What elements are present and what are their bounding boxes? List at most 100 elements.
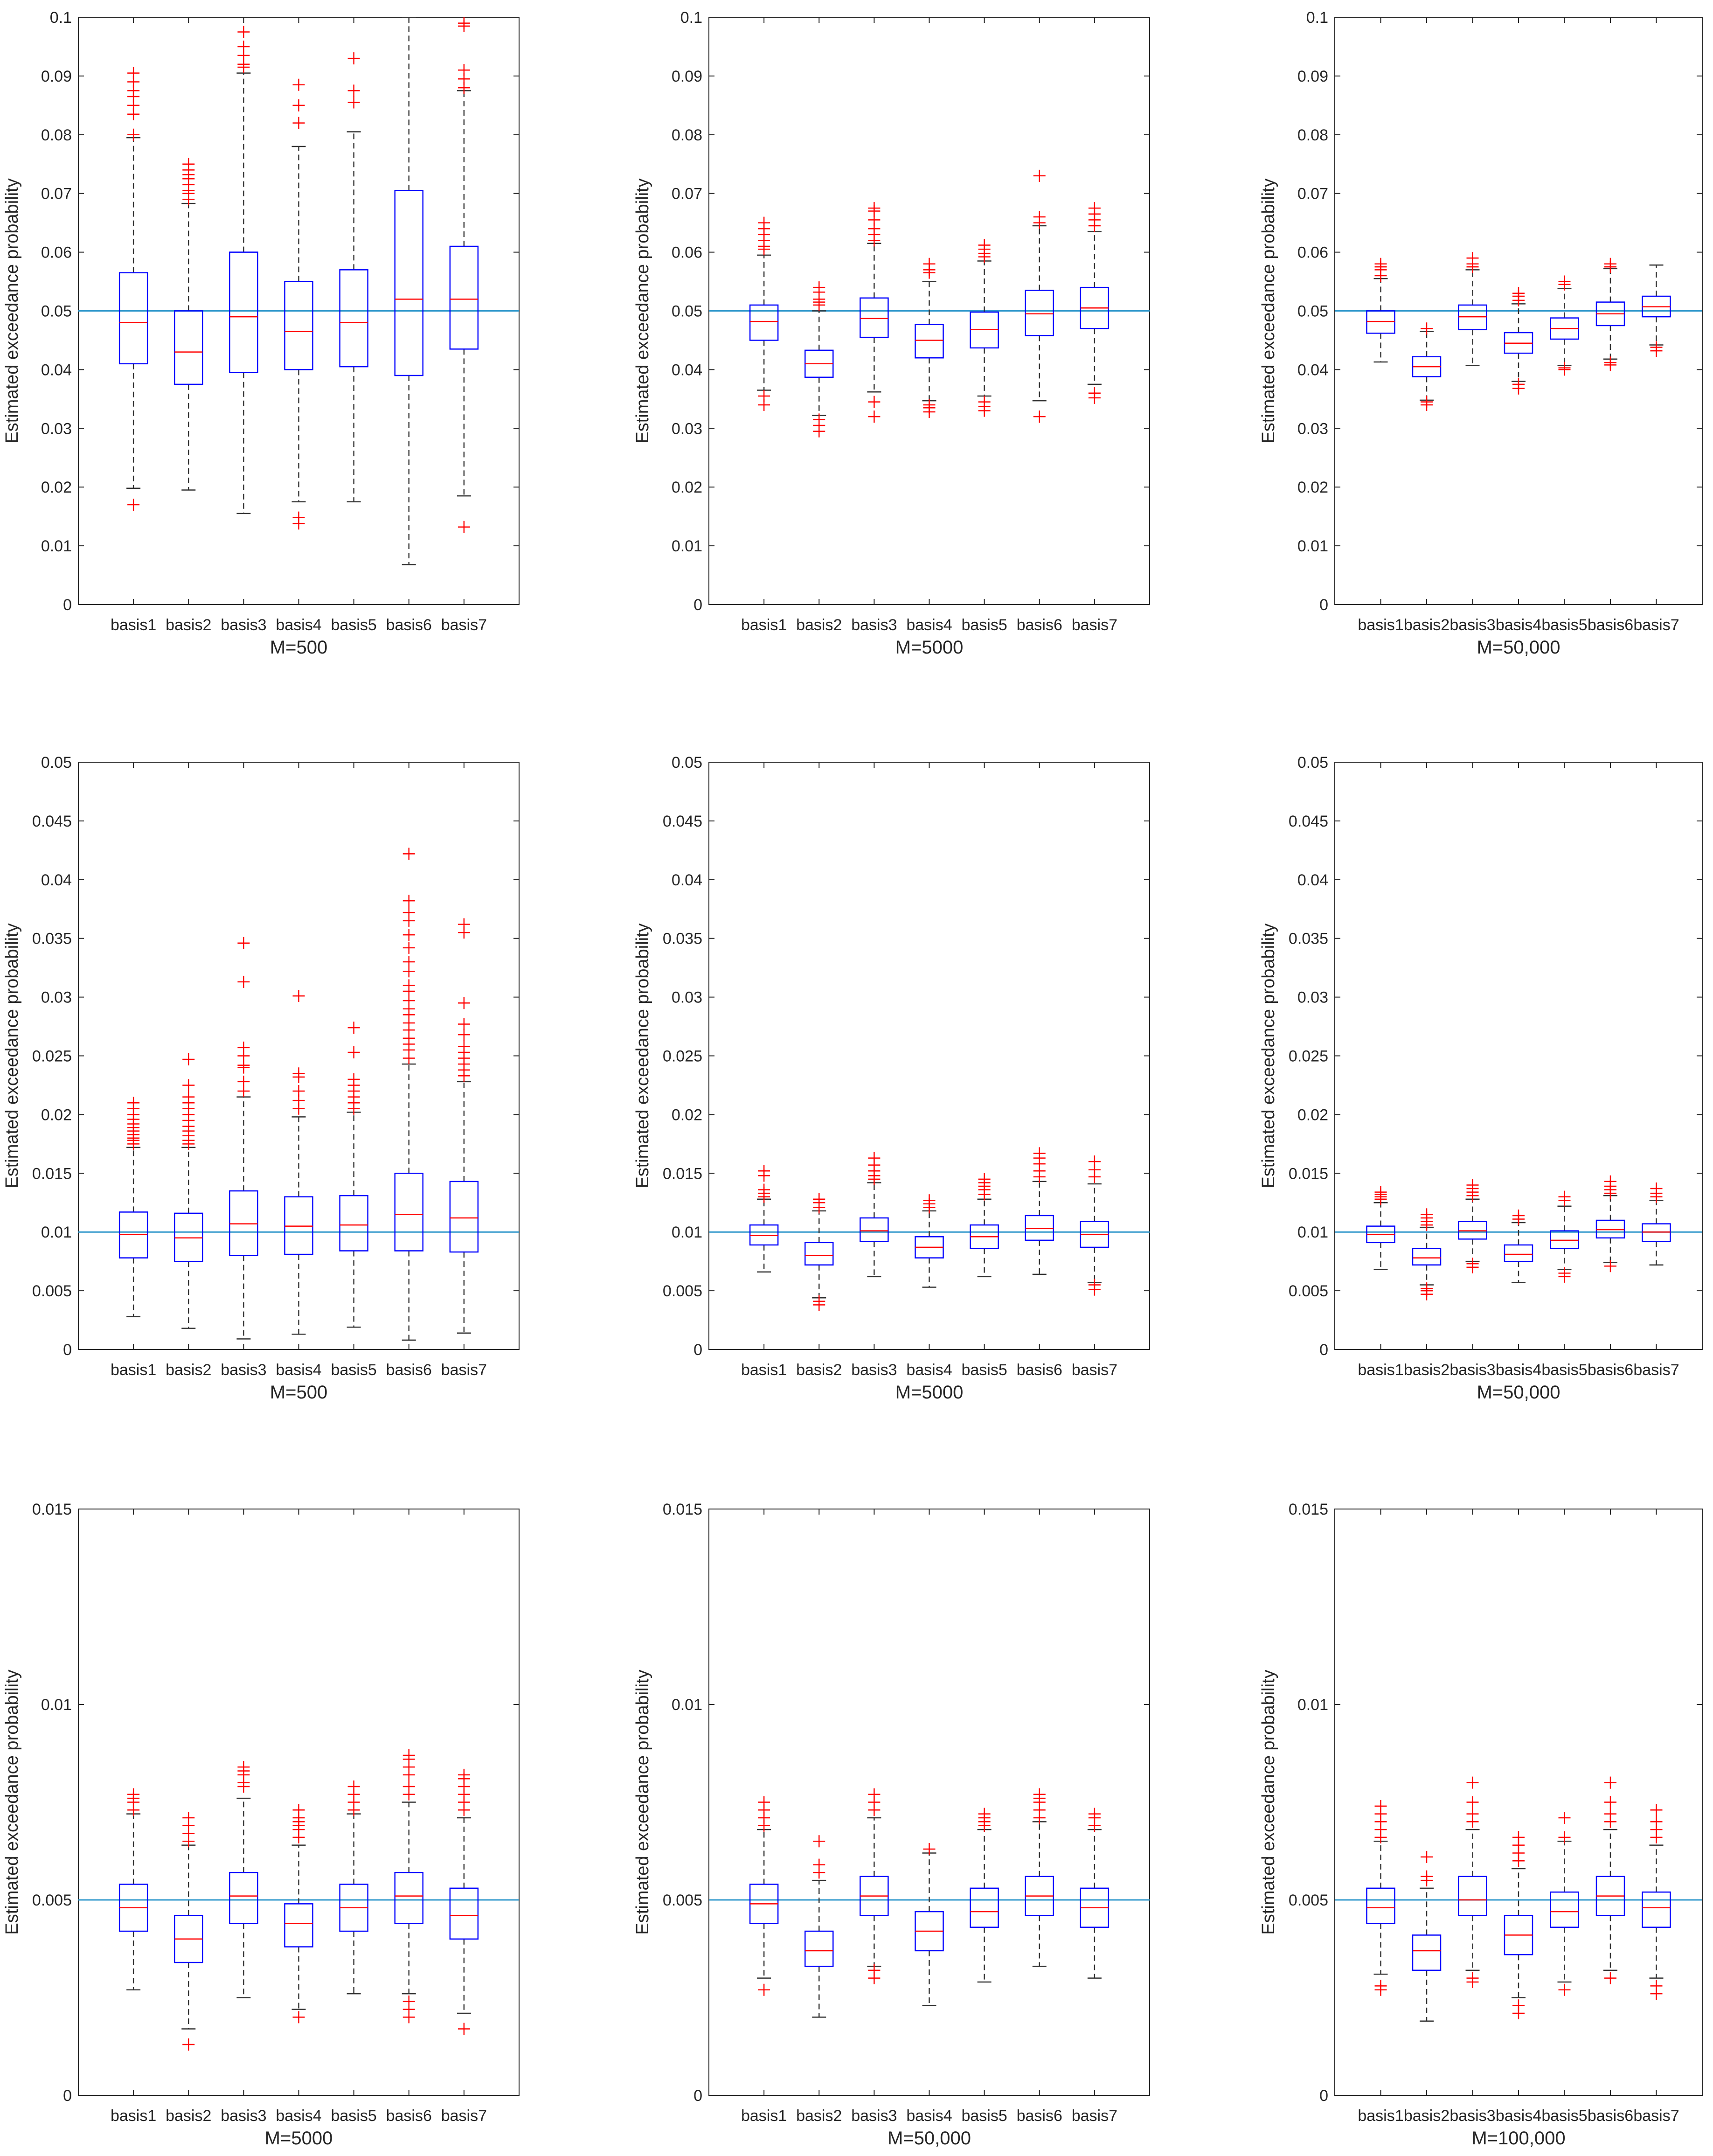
y-tick-label: 0.015 bbox=[32, 1165, 72, 1182]
box-basis3 bbox=[229, 1761, 258, 1998]
outlier-marker bbox=[923, 1843, 936, 1856]
boxplot-panel-3: 0 0.01 0.02 0.03 0.04 0.05 0.06 0.07 0.08 0.09 0.1… bbox=[1259, 9, 1703, 658]
y-tick-label: 0.02 bbox=[672, 479, 702, 496]
outlier-marker bbox=[1650, 1182, 1663, 1195]
x-axis-label: M=50,000 bbox=[1477, 1382, 1560, 1403]
y-tick-label: 0.06 bbox=[41, 244, 72, 262]
outlier-marker bbox=[182, 1812, 195, 1824]
iqr-box bbox=[118, 1211, 148, 1259]
box-basis7 bbox=[1642, 1804, 1671, 2000]
boxplot-panel-7: 0 0.005 0.01 0.015 basis1 basis2 basis3 basis4 b… bbox=[2, 1501, 520, 2149]
box-basis7 bbox=[1642, 1182, 1671, 1266]
outlier-marker bbox=[1650, 1804, 1663, 1816]
outlier-marker bbox=[1033, 169, 1046, 182]
plot-area bbox=[709, 169, 1150, 438]
iqr-box bbox=[1550, 1230, 1579, 1249]
box-basis1 bbox=[1366, 257, 1395, 363]
outlier-marker bbox=[292, 1067, 305, 1080]
box-basis4 bbox=[915, 1843, 944, 2006]
x-tick-label: basis5 bbox=[1541, 616, 1587, 634]
outlier-marker bbox=[1421, 1282, 1433, 1295]
x-axis-label: M=500 bbox=[270, 1382, 327, 1403]
box-basis5 bbox=[1550, 1190, 1579, 1283]
box-basis6 bbox=[1595, 1776, 1625, 1984]
iqr-box bbox=[749, 304, 779, 341]
y-axis-label: Estimated exceedance probability bbox=[2, 1669, 22, 1934]
x-tick-label: basis2 bbox=[166, 616, 211, 634]
y-tick-label: 0.02 bbox=[1297, 1106, 1328, 1124]
x-tick-label: basis3 bbox=[221, 616, 266, 634]
boxplot-panel-1: 0 0.01 0.02 0.03 0.04 0.05 0.06 0.07 0.08 0.09 0.1… bbox=[2, 9, 520, 658]
y-axis-label: Estimated exceedance probability bbox=[2, 923, 22, 1188]
box-basis1 bbox=[749, 1165, 779, 1273]
outlier-marker bbox=[182, 1053, 195, 1066]
outlier-marker bbox=[237, 1075, 250, 1088]
box-basis7 bbox=[449, 17, 479, 533]
box-basis5 bbox=[339, 52, 368, 502]
box-basis1 bbox=[1366, 1186, 1395, 1271]
y-tick-label: 0.06 bbox=[672, 244, 702, 262]
y-tick-label: 0.015 bbox=[1289, 1501, 1328, 1518]
outlier-marker bbox=[292, 2011, 305, 2024]
y-tick-label: 0 bbox=[63, 2087, 72, 2105]
outlier-marker bbox=[458, 997, 470, 1009]
outlier-marker bbox=[1421, 1208, 1433, 1221]
iqr-box bbox=[1642, 1223, 1671, 1242]
outlier-marker bbox=[402, 956, 415, 968]
x-tick-label: basis2 bbox=[1404, 2107, 1449, 2125]
x-tick-label: basis3 bbox=[1449, 1361, 1495, 1379]
y-tick-label: 0.025 bbox=[1289, 1048, 1328, 1065]
iqr-box bbox=[915, 324, 944, 359]
iqr-box bbox=[339, 269, 368, 368]
y-axis-label: Estimated exceedance probability bbox=[1259, 1669, 1278, 1934]
box-basis2 bbox=[174, 158, 203, 491]
iqr-box bbox=[1458, 1221, 1487, 1240]
outlier-marker bbox=[978, 1808, 991, 1820]
x-tick-label: basis1 bbox=[1358, 2107, 1403, 2125]
box-basis2 bbox=[174, 1053, 203, 1329]
y-tick-label: 0.03 bbox=[41, 989, 72, 1007]
outlier-marker bbox=[1604, 1972, 1616, 1984]
box-basis6 bbox=[1025, 169, 1054, 423]
y-tick-label: 0.01 bbox=[672, 1696, 702, 1714]
outlier-marker bbox=[292, 1804, 305, 1816]
outlier-marker bbox=[1088, 387, 1101, 399]
x-tick-label: basis4 bbox=[276, 616, 321, 634]
x-tick-label: basis1 bbox=[741, 616, 787, 634]
x-tick-label: basis3 bbox=[1449, 2107, 1495, 2125]
outlier-marker bbox=[813, 1835, 825, 1848]
box-basis6 bbox=[394, 17, 423, 565]
y-tick-label: 0 bbox=[1319, 596, 1328, 614]
outlier-marker bbox=[1374, 1800, 1387, 1812]
box-basis6 bbox=[1595, 1175, 1625, 1273]
outlier-marker bbox=[1604, 257, 1616, 270]
boxplot-panel-8: 0 0.005 0.01 0.015 basis1 basis2 basis3 basis4 b… bbox=[633, 1501, 1150, 2149]
outlier-marker bbox=[237, 1761, 250, 1773]
iqr-box bbox=[339, 1195, 368, 1252]
box-basis2 bbox=[1412, 322, 1442, 411]
x-tick-label: basis6 bbox=[1588, 1361, 1633, 1379]
y-tick-label: 0.04 bbox=[672, 361, 702, 379]
outlier-marker bbox=[1033, 1147, 1046, 1160]
y-tick-label: 0.035 bbox=[663, 930, 702, 948]
x-tick-label: basis6 bbox=[386, 2107, 432, 2125]
x-tick-label: basis2 bbox=[1404, 1361, 1449, 1379]
x-tick-label: basis2 bbox=[166, 2107, 211, 2125]
box-basis6 bbox=[1025, 1147, 1054, 1275]
y-tick-label: 0.015 bbox=[1289, 1165, 1328, 1182]
iqr-box bbox=[1366, 1887, 1395, 1924]
outlier-marker bbox=[347, 84, 360, 97]
y-axis-label: Estimated exceedance probability bbox=[633, 923, 652, 1188]
outlier-marker bbox=[758, 1796, 770, 1808]
box-basis4 bbox=[1504, 287, 1533, 395]
x-tick-label: basis5 bbox=[961, 616, 1007, 634]
y-tick-label: 0.03 bbox=[1297, 989, 1328, 1007]
outlier-marker bbox=[1466, 1258, 1479, 1270]
outlier-marker bbox=[347, 1780, 360, 1793]
y-tick-label: 0.05 bbox=[672, 754, 702, 772]
y-tick-label: 0.005 bbox=[1289, 1282, 1328, 1300]
outlier-marker bbox=[1466, 252, 1479, 264]
plot-area bbox=[78, 848, 519, 1341]
y-tick-label: 0 bbox=[1319, 1341, 1328, 1359]
y-tick-label: 0.1 bbox=[680, 9, 702, 27]
